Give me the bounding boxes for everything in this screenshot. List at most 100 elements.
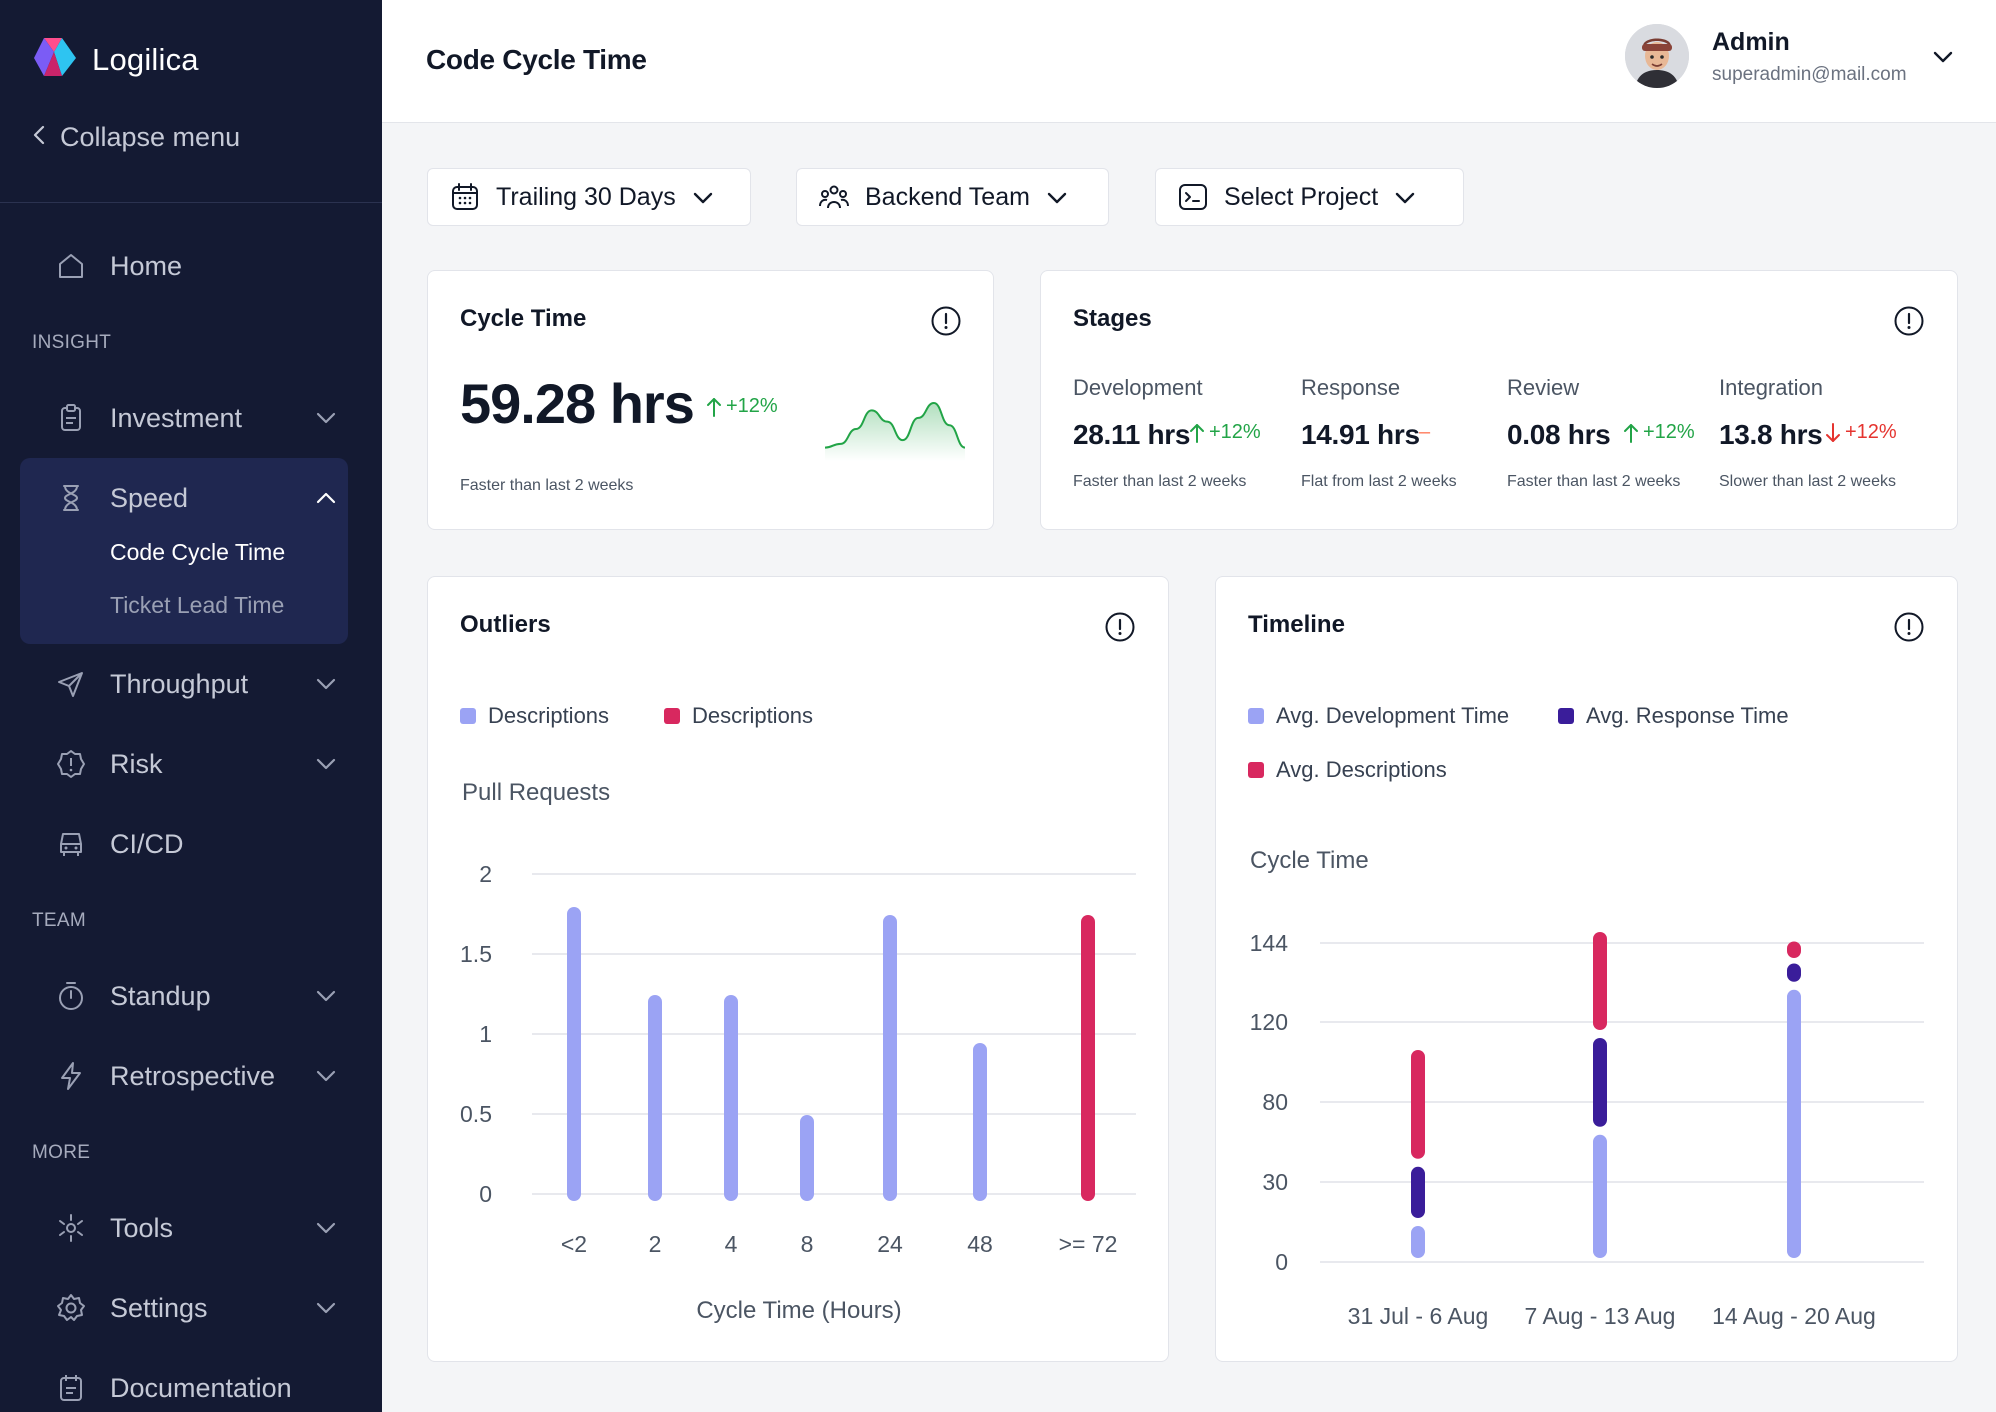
chevron-down-icon xyxy=(1046,183,1068,212)
stage-delta-integration: +12% xyxy=(1825,421,1897,444)
stage-note-development: Faster than last 2 weeks xyxy=(1073,473,1247,490)
delta-value: +12% xyxy=(1209,421,1261,443)
y-tick-label: 1.5 xyxy=(460,941,492,967)
sidebar: Logilica Collapse menu Home INSIGHT Inve… xyxy=(0,0,382,1412)
user-name: Admin xyxy=(1712,28,1790,56)
card-title: Outliers xyxy=(460,611,551,638)
stage-delta-review: +12% xyxy=(1623,421,1695,444)
speed-submenu-panel xyxy=(20,458,348,644)
cycle-time-note: Faster than last 2 weeks xyxy=(460,477,634,494)
sidebar-item-throughput[interactable]: Throughput xyxy=(52,660,338,708)
sidebar-item-investment[interactable]: Investment xyxy=(52,394,338,442)
chevron-down-icon xyxy=(314,672,338,696)
tools-icon xyxy=(52,1209,90,1247)
card-title: Timeline xyxy=(1248,611,1345,638)
legend-label: Descriptions xyxy=(488,703,610,728)
legend-label: Avg. Response Time xyxy=(1586,703,1789,728)
timeline-card: Timeline Avg. Development Time Avg. Resp… xyxy=(1215,576,1958,1362)
warning-badge-icon xyxy=(52,745,90,783)
legend-item: Avg. Development Time xyxy=(1248,703,1509,729)
y-tick-label: 0.5 xyxy=(460,1101,492,1127)
sidebar-subitem-ticket-lead-time[interactable]: Ticket Lead Time xyxy=(110,592,285,618)
timeline-chart: 0 30 80 120 144 31 Jul - 6 Aug 7 Aug - 13 Aug 1… xyxy=(1250,930,1924,1329)
calendar-icon xyxy=(450,182,480,212)
delta-value: +12% xyxy=(1845,421,1897,443)
y-tick-label: 0 xyxy=(1275,1249,1288,1275)
y-axis-title: Pull Requests xyxy=(462,779,611,806)
flat-dash: – xyxy=(1419,421,1431,443)
brand[interactable]: Logilica xyxy=(32,36,199,83)
top-header: Code Cycle Time Admin superadmin@mail.co… xyxy=(382,0,1996,123)
chevron-down-icon xyxy=(1394,183,1416,212)
x-axis-title: Cycle Time (Hours) xyxy=(696,1297,902,1324)
sidebar-item-documentation[interactable]: Documentation xyxy=(52,1364,338,1412)
sidebar-item-label: Investment xyxy=(110,402,243,433)
legend-item: Avg. Descriptions xyxy=(1248,757,1447,783)
arrow-up-icon xyxy=(1190,423,1204,443)
sparkline-line xyxy=(824,401,966,449)
cycle-time-card: Cycle Time 59.28 hrs +12% Faster than la… xyxy=(427,270,994,530)
info-icon[interactable] xyxy=(1893,611,1925,643)
info-icon[interactable] xyxy=(930,305,962,337)
chevron-down-icon xyxy=(314,406,338,430)
paper-plane-icon xyxy=(52,665,90,703)
sidebar-item-tools[interactable]: Tools xyxy=(52,1204,338,1252)
delta-value: +12% xyxy=(726,395,778,417)
collapse-menu-button[interactable]: Collapse menu xyxy=(32,122,240,153)
hourglass-icon xyxy=(52,479,90,517)
sidebar-subitem-code-cycle-time[interactable]: Code Cycle Time xyxy=(110,539,286,565)
sidebar-item-settings[interactable]: Settings xyxy=(52,1284,338,1332)
legend-swatch xyxy=(460,708,476,724)
sidebar-item-label: Home xyxy=(110,250,183,281)
y-tick-label: 2 xyxy=(479,861,492,887)
sidebar-item-cicd[interactable]: CI/CD xyxy=(52,820,338,868)
stage-value-integration: 13.8 hrs xyxy=(1719,419,1823,450)
sidebar-item-home[interactable]: Home xyxy=(52,242,338,290)
delta-value: +12% xyxy=(1643,421,1695,443)
lightning-icon xyxy=(52,1057,90,1095)
legend-item: Descriptions xyxy=(460,703,609,729)
sidebar-item-standup[interactable]: Standup xyxy=(52,972,338,1020)
sidebar-item-retrospective[interactable]: Retrospective xyxy=(52,1052,338,1100)
sidebar-item-label: CI/CD xyxy=(110,828,184,859)
page-title: Code Cycle Time xyxy=(426,44,647,75)
stages-card: Stages Development 28.11 hrs +12% Faster… xyxy=(1040,270,1958,530)
y-axis-title: Cycle Time xyxy=(1250,847,1369,874)
x-tick-label: 4 xyxy=(725,1231,738,1257)
sidebar-item-risk[interactable]: Risk xyxy=(52,740,338,788)
chevron-down-icon xyxy=(692,183,714,212)
sidebar-item-label: Risk xyxy=(110,748,163,779)
legend-swatch xyxy=(1248,762,1264,778)
sidebar-item-label: Speed xyxy=(110,482,189,513)
section-label-more: MORE xyxy=(32,1142,91,1163)
cycle-time-sparkline xyxy=(824,401,966,461)
avatar[interactable] xyxy=(1625,24,1689,88)
user-menu-chevron-icon[interactable] xyxy=(1930,44,1956,70)
team-dropdown[interactable]: Backend Team xyxy=(796,168,1109,226)
outliers-card: Outliers Descriptions Descriptions Pull … xyxy=(427,576,1169,1362)
x-tick-label: <2 xyxy=(561,1231,587,1257)
arrow-up-icon xyxy=(707,397,721,417)
y-tick-label: 30 xyxy=(1262,1169,1288,1195)
gear-icon xyxy=(52,1289,90,1327)
stage-note-integration: Slower than last 2 weeks xyxy=(1719,473,1896,490)
collapse-menu-label: Collapse menu xyxy=(60,122,241,152)
project-dropdown[interactable]: Select Project xyxy=(1155,168,1464,226)
team-icon xyxy=(819,182,849,212)
stage-label-review: Review xyxy=(1507,375,1580,400)
sidebar-item-speed[interactable]: Speed xyxy=(52,474,338,522)
stopwatch-icon xyxy=(52,977,90,1015)
project-value: Select Project xyxy=(1224,182,1379,211)
legend-swatch xyxy=(1248,708,1264,724)
info-icon[interactable] xyxy=(1893,305,1925,337)
date-range-dropdown[interactable]: Trailing 30 Days xyxy=(427,168,751,226)
x-tick-label: 7 Aug - 13 Aug xyxy=(1525,1303,1676,1329)
info-icon[interactable] xyxy=(1104,611,1136,643)
x-tick-label: >= 72 xyxy=(1059,1231,1118,1257)
legend-label: Avg. Development Time xyxy=(1276,703,1510,728)
outliers-chart: 00.511.52<2 2 4 8 24 48 >= 72 xyxy=(460,861,1136,1257)
sidebar-item-label: Throughput xyxy=(110,668,249,699)
y-tick-label: 120 xyxy=(1250,1009,1288,1035)
user-email: superadmin@mail.com xyxy=(1712,64,1907,85)
x-tick-label: 48 xyxy=(967,1231,993,1257)
